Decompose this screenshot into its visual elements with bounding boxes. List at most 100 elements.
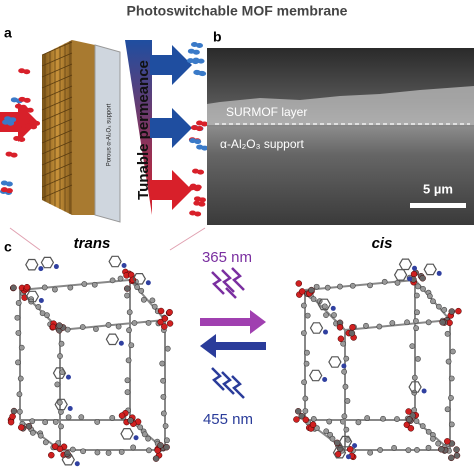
structure-title: cis	[372, 235, 393, 252]
atom	[16, 391, 23, 398]
nitrogen-atom	[407, 276, 413, 282]
atom	[160, 393, 167, 400]
atom	[304, 312, 311, 319]
atom	[164, 437, 170, 444]
atom	[414, 309, 420, 316]
surmof-layer	[207, 86, 474, 125]
atom	[445, 358, 452, 365]
atom	[44, 312, 50, 319]
wavelength-label: 365 nm	[202, 249, 252, 266]
membrane-lattice-side	[72, 40, 95, 215]
metal-node-atom	[161, 315, 169, 322]
atom	[94, 419, 101, 425]
atom	[343, 355, 350, 362]
metal-node-atom	[439, 319, 446, 326]
nitrogen-atom	[330, 305, 336, 311]
nitrogen-atom	[436, 270, 442, 276]
permeance-label: Tunable permeance	[135, 60, 152, 200]
molecule	[201, 145, 209, 151]
atom	[344, 398, 351, 404]
atom	[391, 444, 397, 451]
atom	[444, 406, 451, 413]
metal-node-atom	[448, 454, 455, 462]
benzene-ring	[54, 398, 68, 411]
benzene-ring	[108, 255, 122, 268]
atom	[126, 309, 133, 316]
benzene-ring	[61, 453, 75, 466]
atom	[128, 342, 135, 349]
atom	[149, 297, 156, 304]
bond	[344, 319, 451, 331]
atom	[42, 439, 49, 446]
molecular-structures	[7, 255, 462, 467]
atom	[145, 319, 152, 326]
benzene-ring	[393, 269, 408, 281]
atom	[367, 282, 373, 289]
panel-b: b SURMOF layer α-Al₂O₃ support 5 µm	[207, 29, 474, 225]
atom	[355, 419, 362, 426]
atom	[429, 435, 436, 442]
atom	[130, 444, 137, 451]
atom	[160, 377, 167, 384]
benzene-ring	[309, 322, 324, 334]
metal-node-atom	[405, 408, 412, 415]
atom	[91, 281, 98, 288]
atom	[394, 279, 401, 286]
atom	[131, 320, 138, 326]
arrow	[150, 45, 192, 85]
atom	[29, 429, 36, 436]
membrane-lattice	[42, 40, 72, 215]
panel-label: c	[4, 239, 12, 255]
metal-node-atom	[308, 286, 315, 294]
figure-title: Photoswitchable MOF membrane	[127, 3, 348, 19]
lattice-line	[41, 173, 73, 188]
metal-node-atom	[18, 424, 25, 431]
atom	[376, 323, 383, 330]
metal-node-atom	[349, 324, 356, 331]
atom	[41, 284, 48, 291]
wavelength-label: 455 nm	[203, 411, 253, 428]
atom	[441, 306, 448, 313]
structure-title: trans	[74, 235, 111, 252]
atom	[78, 414, 85, 421]
panel-c: c trans cis 365 nm 455 nm	[4, 227, 462, 467]
atom	[405, 447, 412, 454]
metal-node-atom	[157, 442, 164, 449]
scale-bar	[410, 203, 466, 208]
permeance-wedge	[125, 40, 152, 215]
atom	[16, 408, 23, 415]
atom	[411, 374, 418, 381]
metal-node-atom	[49, 323, 57, 331]
atom	[409, 343, 416, 350]
atom	[35, 304, 42, 310]
metal-node-atom	[118, 412, 126, 419]
atom	[18, 344, 25, 351]
atom	[413, 292, 420, 299]
benzene-ring	[317, 298, 331, 311]
support-label: α-Al₂O₃ support	[220, 137, 305, 151]
atom	[140, 296, 147, 303]
arrow	[150, 170, 192, 210]
atom	[377, 447, 384, 453]
atom	[52, 419, 59, 425]
atom	[310, 296, 317, 302]
atom	[449, 348, 456, 355]
molecule	[193, 186, 201, 192]
gas-molecules	[0, 42, 209, 217]
nitrogen-atom	[74, 461, 80, 467]
nitrogen-atom	[145, 280, 151, 286]
arrow	[0, 102, 38, 142]
metal-node-atom	[10, 284, 17, 292]
atom	[326, 418, 333, 425]
atom	[415, 283, 421, 290]
atom	[146, 447, 152, 454]
atom	[15, 359, 21, 366]
atom	[105, 450, 112, 456]
atom	[394, 416, 400, 422]
atom	[137, 424, 144, 431]
atom	[341, 368, 348, 375]
benzene-ring	[328, 356, 342, 368]
atom	[425, 428, 432, 435]
metal-node-atom	[298, 288, 306, 295]
